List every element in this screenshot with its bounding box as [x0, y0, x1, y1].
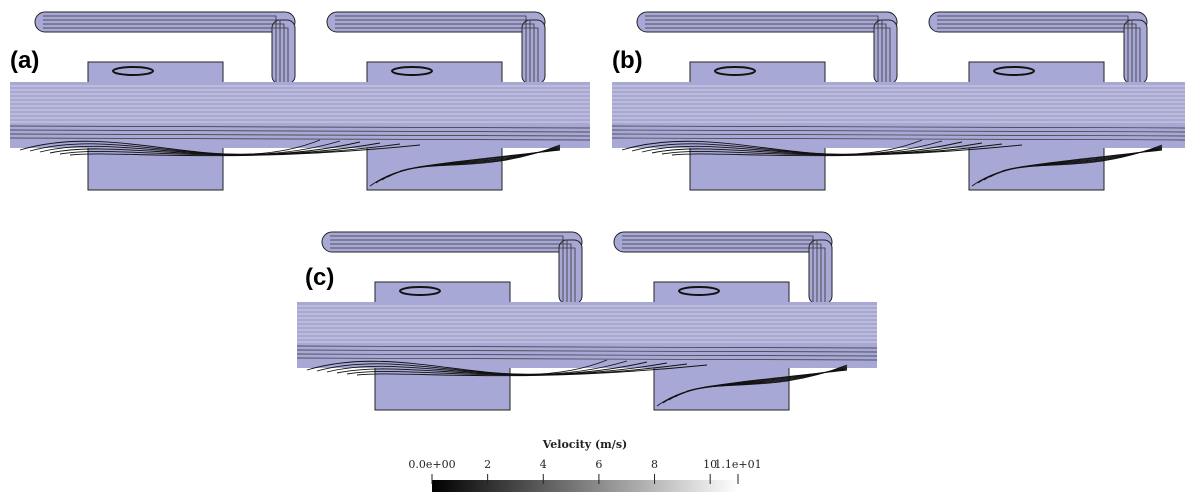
panel-label: (c) [305, 264, 334, 291]
branch-horizontal [614, 232, 832, 252]
panel-label: (b) [612, 47, 643, 74]
top-cavity [969, 62, 1104, 84]
branch-vertical [874, 20, 897, 84]
top-cavity [690, 62, 825, 84]
flow-panel [297, 232, 877, 410]
bottom-cavity [654, 366, 789, 410]
top-cavity [88, 62, 223, 84]
colorbar [432, 480, 738, 492]
branch-horizontal [637, 12, 897, 32]
top-cavity [367, 62, 502, 84]
colorbar-title: Velocity (m/s) [542, 438, 627, 451]
branch-horizontal [35, 12, 295, 32]
bottom-cavity [367, 146, 502, 190]
branch-horizontal [322, 232, 582, 252]
branch-vertical [809, 240, 832, 304]
flow-panel [10, 12, 590, 190]
colorbar-tick-label: 0.0e+00 [408, 458, 455, 471]
branch-vertical [522, 20, 545, 84]
branch-vertical [272, 20, 295, 84]
colorbar-tick-label: 4 [540, 458, 547, 471]
top-cavity [375, 282, 510, 304]
colorbar-tick-label: 6 [595, 458, 602, 471]
colorbar-tick-label: 8 [651, 458, 658, 471]
branch-vertical [1124, 20, 1147, 84]
branch-horizontal [929, 12, 1147, 32]
branch-vertical [559, 240, 582, 304]
branch-horizontal [327, 12, 545, 32]
top-cavity [654, 282, 789, 304]
colorbar-tick-label: 2 [484, 458, 491, 471]
flow-panel [612, 12, 1185, 190]
panel-label: (a) [10, 47, 39, 74]
figure: (a)(b)(c)Velocity (m/s)0.0e+002468101.1e… [0, 0, 1185, 492]
colorbar-tick-label: 1.1e+01 [714, 458, 761, 471]
bottom-cavity [969, 146, 1104, 190]
